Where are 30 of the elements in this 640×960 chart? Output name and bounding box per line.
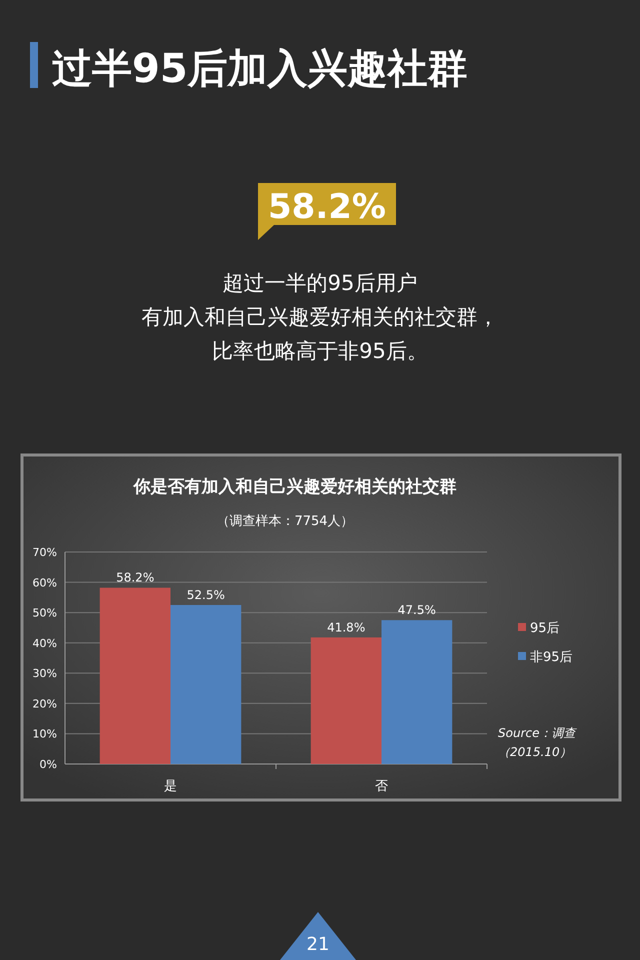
- text: 21: [306, 934, 330, 955]
- y-tick-label: 40%: [32, 636, 57, 650]
- y-tick-label: 20%: [32, 697, 57, 710]
- data-label: 52.5%: [186, 588, 225, 602]
- chart-title: 过半95后加入兴趣社群: [52, 46, 468, 92]
- data-label: 58.2%: [116, 570, 154, 585]
- text: 超过一半的95后用户: [222, 271, 418, 295]
- x-tick-label: 否: [375, 779, 388, 794]
- legend-label: 非95后: [530, 650, 573, 665]
- chart-subtitle: 你是否有加入和自己兴趣爱好相关的社交群: [132, 477, 456, 497]
- x-tick-label: 是: [164, 779, 177, 794]
- y-tick-label: 30%: [32, 667, 57, 680]
- y-tick-label: 60%: [32, 576, 57, 590]
- y-tick-label: 0%: [40, 758, 57, 771]
- y-tick-label: 50%: [32, 606, 57, 620]
- data-label: 47.5%: [398, 603, 436, 618]
- data-label: 41.8%: [327, 620, 366, 634]
- text: 有加入和自己兴趣爱好相关的社交群，: [142, 305, 498, 329]
- text: （2015.10）: [498, 745, 572, 759]
- bar: [100, 588, 170, 764]
- text: （调查样本：7754人）: [216, 514, 354, 529]
- bar: [310, 637, 382, 764]
- text: 58.2%: [268, 187, 386, 227]
- legend-label: 95后: [530, 621, 560, 636]
- bar: [382, 620, 452, 764]
- source-note: Source：调查: [498, 726, 578, 740]
- y-tick-label: 10%: [32, 728, 57, 741]
- bar: [170, 605, 242, 764]
- text: 比率也略高于非95后。: [212, 339, 428, 363]
- y-tick-label: 70%: [32, 546, 57, 559]
